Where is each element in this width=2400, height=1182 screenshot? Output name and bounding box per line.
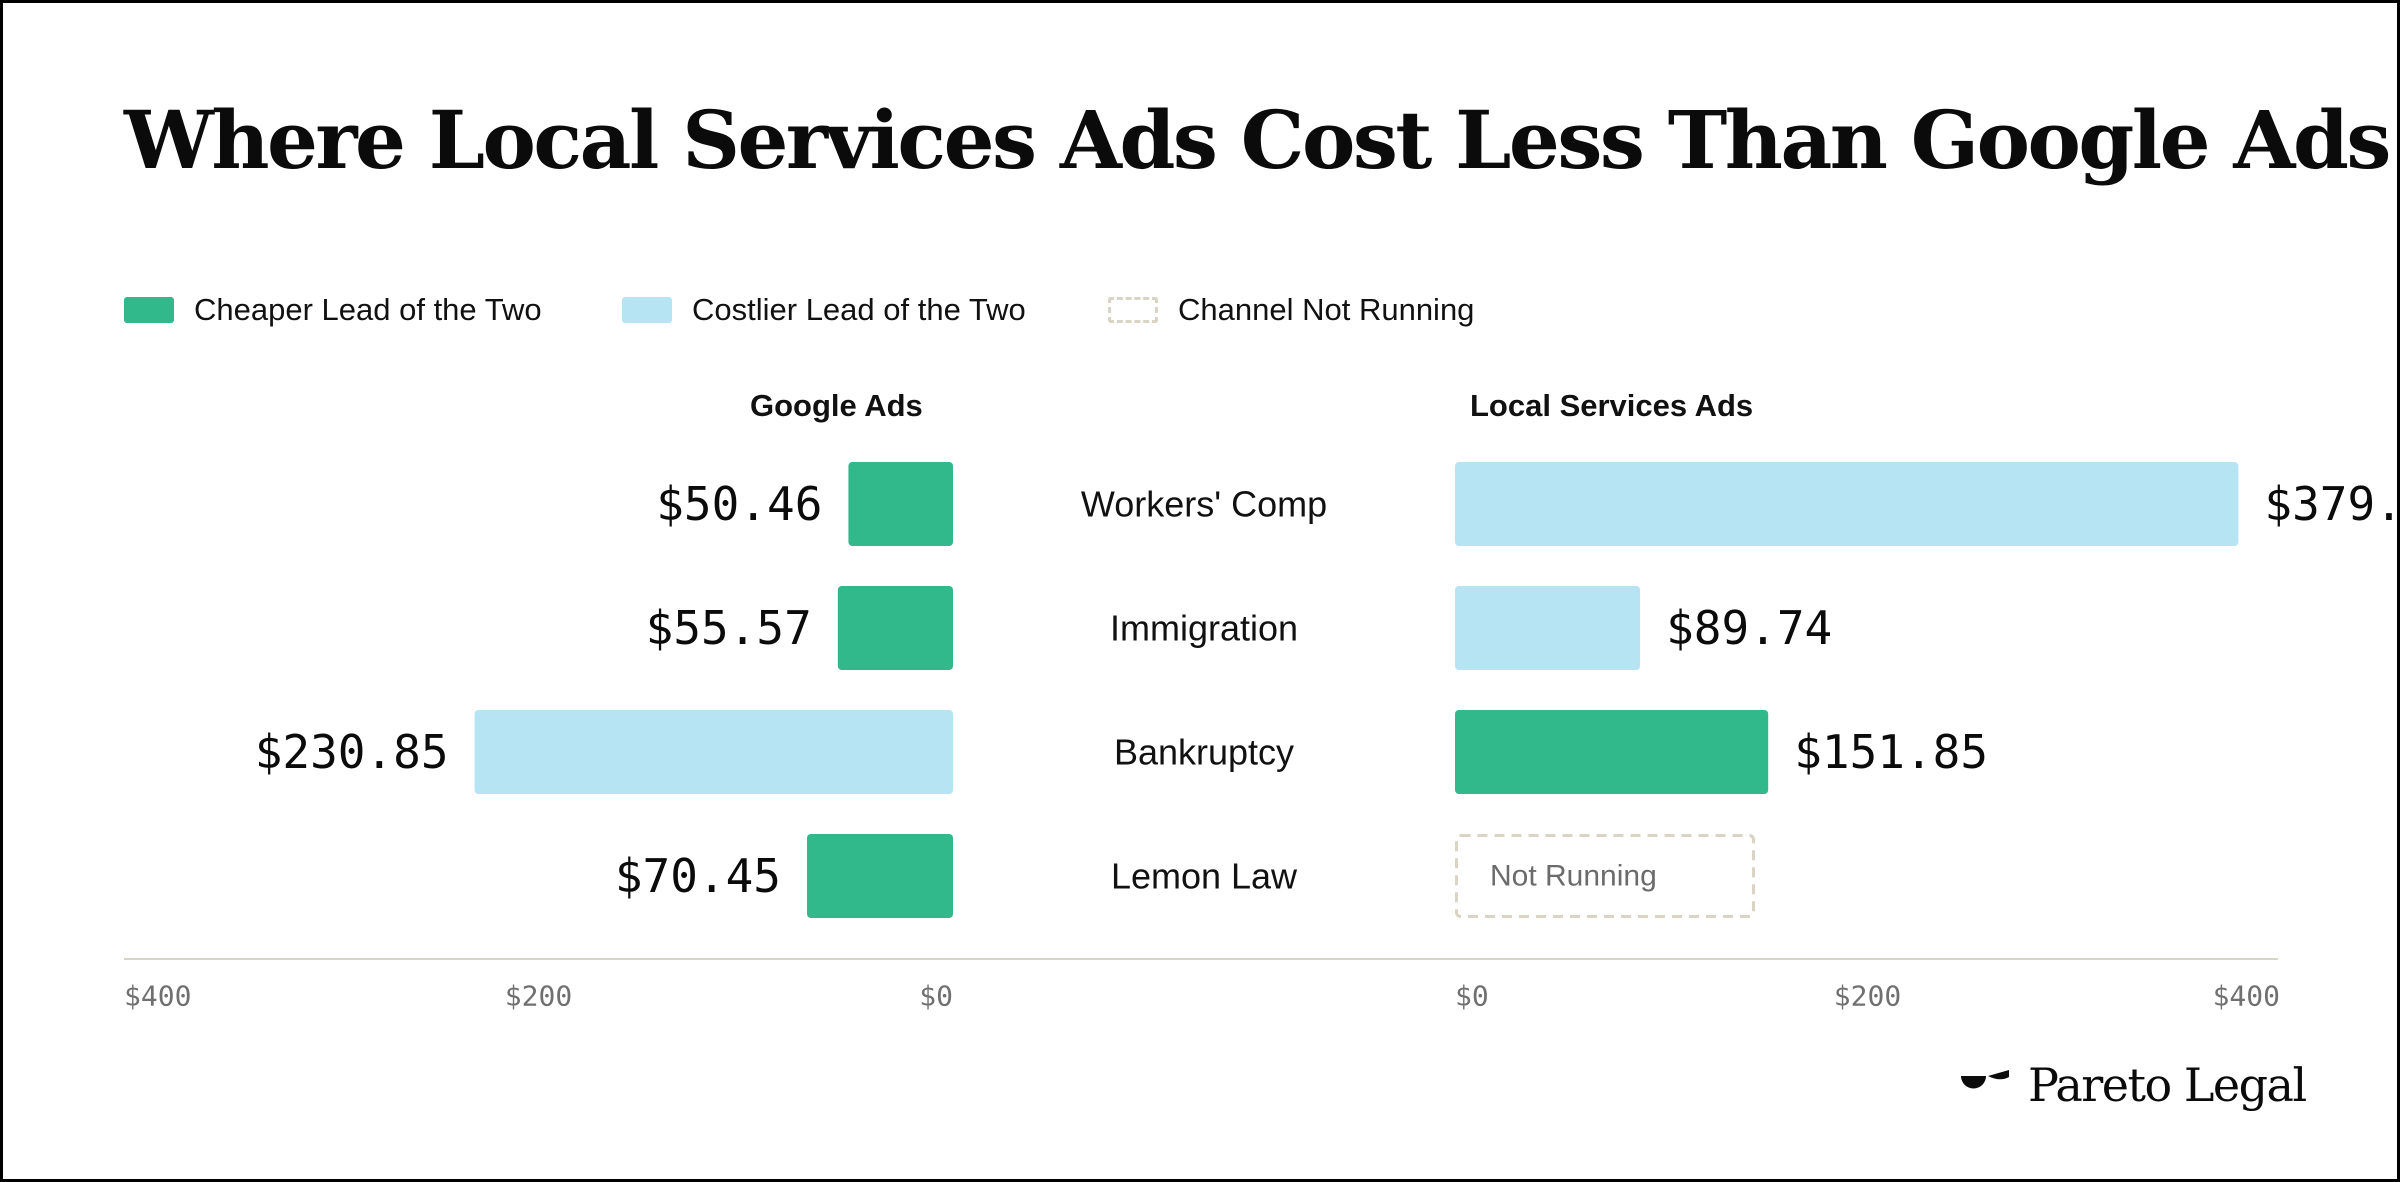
category-label: Lemon Law (1111, 856, 1298, 897)
tick-label-google-ads: $400 (124, 980, 191, 1013)
legend-swatch-not-running (1108, 297, 1158, 323)
tick-label-local-services-ads: $200 (1834, 980, 1901, 1013)
legend-swatch-cheaper (124, 297, 174, 323)
not-running-label: Not Running (1490, 860, 1657, 893)
not-running-placeholder (1455, 834, 1755, 918)
legend-item-not-running: Channel Not Running (1108, 290, 1474, 330)
panel-title-local-services-ads: Local Services Ads (1470, 388, 1754, 423)
bar-google-ads (474, 710, 953, 794)
category-label: Bankruptcy (1114, 732, 1294, 773)
legend-label-not-running: Channel Not Running (1178, 292, 1475, 327)
legend-label-costlier: Costlier Lead of the Two (692, 292, 1026, 327)
value-label-google-ads: $230.85 (255, 725, 449, 779)
bar-local-services-ads (1455, 710, 1769, 794)
value-label-google-ads: $70.45 (615, 849, 781, 903)
category-label: Immigration (1110, 608, 1298, 649)
legend-item-cheaper: Cheaper Lead of the Two (124, 290, 542, 330)
value-label-local-services-ads: $379.83 (2264, 477, 2400, 531)
brand-name: Pareto Legal (2028, 1058, 2307, 1112)
value-label-google-ads: $55.57 (646, 601, 812, 655)
value-label-google-ads: $50.46 (656, 477, 822, 531)
panel-title-google-ads: Google Ads (750, 388, 923, 423)
brand-logo: Pareto Legal (1960, 1058, 2307, 1112)
tick-label-google-ads: $0 (919, 980, 953, 1013)
bar-google-ads (806, 834, 953, 918)
value-label-local-services-ads: $89.74 (1666, 601, 1832, 655)
legend-label-cheaper: Cheaper Lead of the Two (194, 292, 542, 327)
bar-local-services-ads (1455, 462, 2239, 546)
tick-label-local-services-ads: $400 (2213, 980, 2280, 1013)
category-label: Workers' Comp (1081, 484, 1327, 525)
bar-google-ads (848, 462, 953, 546)
bar-google-ads (837, 586, 953, 670)
pareto-logo-icon (1961, 1070, 2009, 1089)
tick-label-google-ads: $200 (505, 980, 572, 1013)
value-label-local-services-ads: $151.85 (1794, 725, 1988, 779)
tick-label-local-services-ads: $0 (1455, 980, 1489, 1013)
legend-item-costlier: Costlier Lead of the Two (622, 290, 1026, 330)
bar-local-services-ads (1455, 586, 1641, 670)
legend-swatch-costlier (622, 297, 672, 323)
chart-title: Where Local Services Ads Cost Less Than … (124, 93, 2391, 187)
